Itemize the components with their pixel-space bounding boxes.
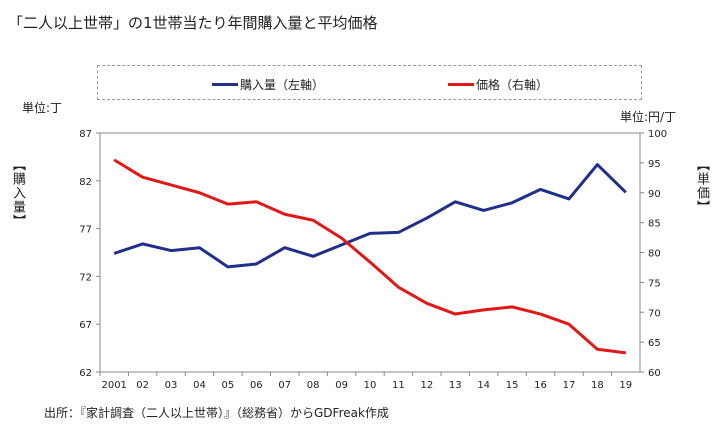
right-tick-label: 85 <box>648 219 661 230</box>
x-tick-label: 16 <box>534 380 547 391</box>
x-tick-label: 11 <box>392 380 405 391</box>
x-tick-label: 17 <box>563 380 576 391</box>
legend: 購入量（左軸） 価格（右軸） <box>97 65 642 100</box>
legend-item-price: 価格（右軸） <box>448 76 548 93</box>
x-tick-label: 07 <box>278 380 291 391</box>
x-tick-label: 09 <box>335 380 348 391</box>
right-tick-label: 100 <box>648 129 667 140</box>
right-tick-label: 90 <box>648 189 661 200</box>
x-tick-label: 18 <box>591 380 604 391</box>
right-axis-label: 【単価】 <box>694 158 709 214</box>
chart-title: 「二人以上世帯」の1世帯当たり年間購入量と平均価格 <box>8 14 378 32</box>
x-tick-label: 2001 <box>101 380 126 391</box>
left-tick-label: 87 <box>79 129 92 140</box>
x-tick-label: 10 <box>364 380 377 391</box>
right-tick-label: 75 <box>648 278 661 289</box>
right-unit: 単位:円/丁 <box>620 110 677 124</box>
left-tick-label: 82 <box>79 177 92 188</box>
x-tick-label: 15 <box>506 380 519 391</box>
series-line-price <box>113 158 626 355</box>
x-tick-label: 19 <box>619 380 632 391</box>
x-tick-label: 13 <box>449 380 462 391</box>
left-tick-label: 67 <box>79 320 92 331</box>
legend-swatch-quantity <box>212 83 238 86</box>
right-tick-label: 70 <box>648 308 661 319</box>
right-tick-label: 65 <box>648 338 661 349</box>
legend-label-price: 価格（右軸） <box>476 78 549 92</box>
right-tick-label: 95 <box>648 159 661 170</box>
x-tick-label: 04 <box>193 380 206 391</box>
left-unit: 単位:丁 <box>22 101 63 115</box>
right-tick-label: 80 <box>648 249 661 260</box>
x-tick-label: 06 <box>250 380 263 391</box>
series-line-quantity <box>113 163 627 269</box>
right-tick-label: 60 <box>648 368 661 379</box>
left-tick-label: 72 <box>79 272 92 283</box>
x-tick-label: 14 <box>477 380 490 391</box>
source-note: 出所：『家計調査（二人以上世帯）』（総務省）からGDFreak作成 <box>44 406 389 420</box>
x-tick-label: 08 <box>307 380 320 391</box>
legend-label-quantity: 購入量（左軸） <box>240 78 325 92</box>
left-axis-label: 【購入量】 <box>10 158 25 228</box>
left-tick-label: 62 <box>79 368 92 379</box>
x-tick-label: 03 <box>165 380 178 391</box>
legend-swatch-price <box>448 83 474 86</box>
legend-item-quantity: 購入量（左軸） <box>212 76 324 93</box>
x-tick-label: 05 <box>222 380 235 391</box>
x-tick-label: 12 <box>420 380 433 391</box>
x-tick-label: 02 <box>136 380 149 391</box>
left-tick-label: 77 <box>79 225 92 236</box>
